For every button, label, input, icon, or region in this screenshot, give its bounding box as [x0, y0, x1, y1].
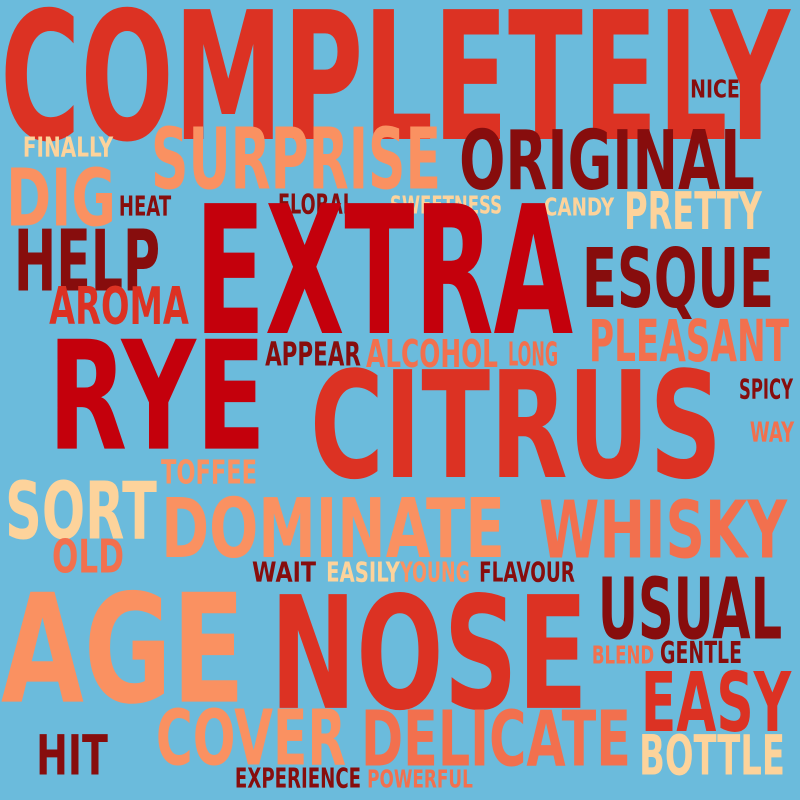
- word-candy: CANDY: [543, 192, 615, 222]
- word-cover: COVER: [155, 694, 347, 784]
- word-extra: EXTRA: [194, 167, 574, 375]
- word-appear: APPEAR: [265, 334, 361, 374]
- word-aroma: AROMA: [49, 276, 189, 337]
- word-way: WAY: [749, 417, 795, 449]
- word-easily: EASILY: [326, 557, 400, 589]
- word-dominate: DOMINATE: [161, 481, 505, 577]
- word-help: HELP: [13, 212, 161, 312]
- word-usual: USUAL: [597, 560, 783, 660]
- word-bottle: BOTTLE: [639, 723, 785, 788]
- word-nice: NICE: [690, 74, 740, 104]
- word-pretty: PRETTY: [624, 181, 762, 242]
- word-easy: EASY: [640, 655, 792, 751]
- word-finally: FINALLY: [22, 132, 114, 164]
- word-young: YOUNG: [400, 557, 470, 589]
- word-heat: HEAT: [118, 191, 172, 223]
- word-floral: FLORAL: [277, 189, 355, 221]
- word-flavour: FLAVOUR: [479, 557, 575, 589]
- word-experience: EXPERIENCE: [234, 763, 362, 795]
- word-esque: ESQUE: [581, 231, 775, 327]
- word-surprise: SURPRISE: [151, 110, 441, 210]
- word-age: AGE: [0, 561, 246, 738]
- word-gentle: GENTLE: [660, 635, 742, 671]
- word-powerful: POWERFUL: [367, 764, 473, 794]
- word-hit: HIT: [36, 723, 108, 788]
- word-toffee: TOFFEE: [160, 452, 258, 492]
- word-blend: BLEND: [591, 640, 655, 670]
- word-completely: COMPLETELY: [0, 0, 790, 181]
- word-delicate: DELICATE: [361, 695, 631, 785]
- word-wait: WAIT: [251, 557, 317, 589]
- word-rye: RYE: [48, 308, 266, 485]
- word-whisky: WHISKY: [539, 483, 787, 577]
- word-dig: DIG: [6, 151, 116, 245]
- word-spicy: SPICY: [739, 374, 793, 406]
- word-pleasant: PLEASANT: [589, 308, 789, 376]
- word-sweetness: SWEETNESS: [389, 190, 503, 220]
- word-original: ORIGINAL: [459, 113, 755, 209]
- word-long: LONG: [507, 334, 559, 374]
- word-nose: NOSE: [270, 562, 588, 745]
- word-old: OLD: [52, 529, 124, 584]
- word-citrus: CITRUS: [309, 340, 723, 513]
- word-alcohol: ALCOHOL: [366, 331, 498, 377]
- word-sort: SORT: [5, 464, 157, 558]
